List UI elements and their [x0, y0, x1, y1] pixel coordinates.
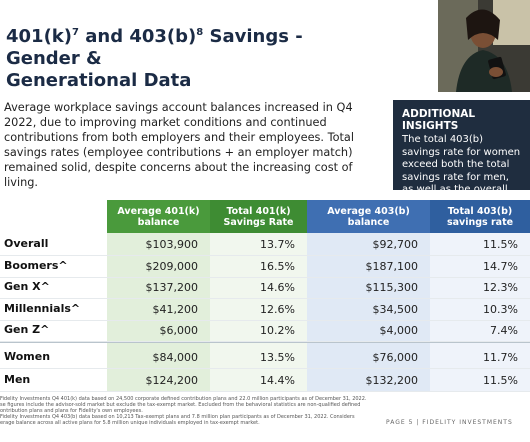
- page-footer: PAGE 5 | FIDELITY INVESTMENTS: [386, 419, 513, 426]
- title-text: Savings - Gender &: [6, 26, 303, 69]
- row-label: Women: [4, 350, 51, 363]
- title: 401(k)7 and 403(b)8 Savings - Gender & Ge…: [6, 26, 346, 92]
- table-cell: 13.5%: [260, 351, 295, 364]
- footnote-line: erage balance across all active plans fo…: [0, 420, 260, 426]
- row-divider: [0, 391, 530, 392]
- table-cell: 14.7%: [483, 260, 518, 273]
- table-cell: $41,200: [152, 303, 199, 316]
- table-cell: $34,500: [372, 303, 419, 316]
- table-cell: $137,200: [145, 281, 199, 294]
- table: Average 401(k) balance Total 401(k) Savin…: [0, 200, 530, 392]
- group-separator: [0, 342, 530, 343]
- column-header: Average 403(b) balance: [307, 200, 430, 233]
- title-text: 401(k): [6, 26, 72, 47]
- row-label: Overall: [4, 237, 49, 250]
- table-cell: 14.4%: [260, 374, 295, 387]
- footnotes: Fidelity Investments Q4 401(k) data base…: [0, 396, 400, 426]
- column-header: Average 401(k) balance: [107, 200, 210, 233]
- column-header: Total 403(b) savings rate: [430, 200, 530, 233]
- column-band: [430, 233, 530, 392]
- insights-body: The total 403(b) savings rate for women …: [402, 134, 521, 208]
- table-cell: $92,700: [372, 238, 419, 251]
- insights-box: ADDITIONAL INSIGHTS The total 403(b) sav…: [393, 100, 530, 208]
- table-cell: 14.6%: [260, 281, 295, 294]
- table-cell: $209,000: [145, 260, 199, 273]
- table-cell: 10.3%: [483, 303, 518, 316]
- table-cell: 16.5%: [260, 260, 295, 273]
- table-cell: $187,100: [365, 260, 419, 273]
- column-header: Total 401(k) Savings Rate: [210, 200, 307, 233]
- footnote-ref: 8: [196, 27, 204, 38]
- table-cell: 11.7%: [483, 351, 518, 364]
- column-band: [210, 233, 307, 392]
- column-band: [107, 233, 210, 392]
- photo: [438, 0, 530, 92]
- title-text: Generational Data: [6, 70, 192, 91]
- row-divider: [0, 255, 530, 256]
- table-cell: 10.2%: [260, 324, 295, 337]
- table-cell: $76,000: [372, 351, 419, 364]
- table-cell: $132,200: [365, 374, 419, 387]
- row-label: Gen X^: [4, 280, 50, 293]
- row-divider: [0, 320, 530, 321]
- footnote-line: se figures include the advisor-sold mark…: [0, 402, 361, 408]
- table-cell: $84,000: [152, 351, 199, 364]
- row-label: Boomers^: [4, 259, 68, 272]
- table-cell: $124,200: [145, 374, 199, 387]
- row-divider: [0, 341, 530, 342]
- table-cell: 12.3%: [483, 281, 518, 294]
- table-cell: $115,300: [365, 281, 419, 294]
- table-cell: $4,000: [379, 324, 419, 337]
- row-label: Millennials^: [4, 302, 81, 315]
- table-cell: 12.6%: [260, 303, 295, 316]
- title-text: and 403(b): [78, 26, 197, 47]
- table-cell: $6,000: [159, 324, 199, 337]
- table-cell: 13.7%: [260, 238, 295, 251]
- footnote-line: Fidelity Investments Q4 401(k) data base…: [0, 396, 367, 402]
- row-label: Gen Z^: [4, 323, 50, 336]
- footnote-line: ontribution plans and plans for Fidelity…: [0, 408, 143, 414]
- intro-paragraph: Average workplace savings account balanc…: [4, 101, 354, 189]
- row-divider: [0, 368, 530, 369]
- column-band: [307, 233, 430, 392]
- table-cell: 7.4%: [490, 324, 518, 337]
- row-label: Men: [4, 373, 31, 386]
- table-cell: 11.5%: [483, 374, 518, 387]
- footnote-ref: 7: [72, 27, 79, 38]
- insights-heading: ADDITIONAL INSIGHTS: [402, 108, 476, 132]
- row-divider: [0, 277, 530, 278]
- table-cell: 11.5%: [483, 238, 518, 251]
- footnote-line: Fidelity Investments Q4 403(b) data base…: [0, 414, 355, 420]
- row-divider: [0, 298, 530, 299]
- table-cell: $103,900: [145, 238, 199, 251]
